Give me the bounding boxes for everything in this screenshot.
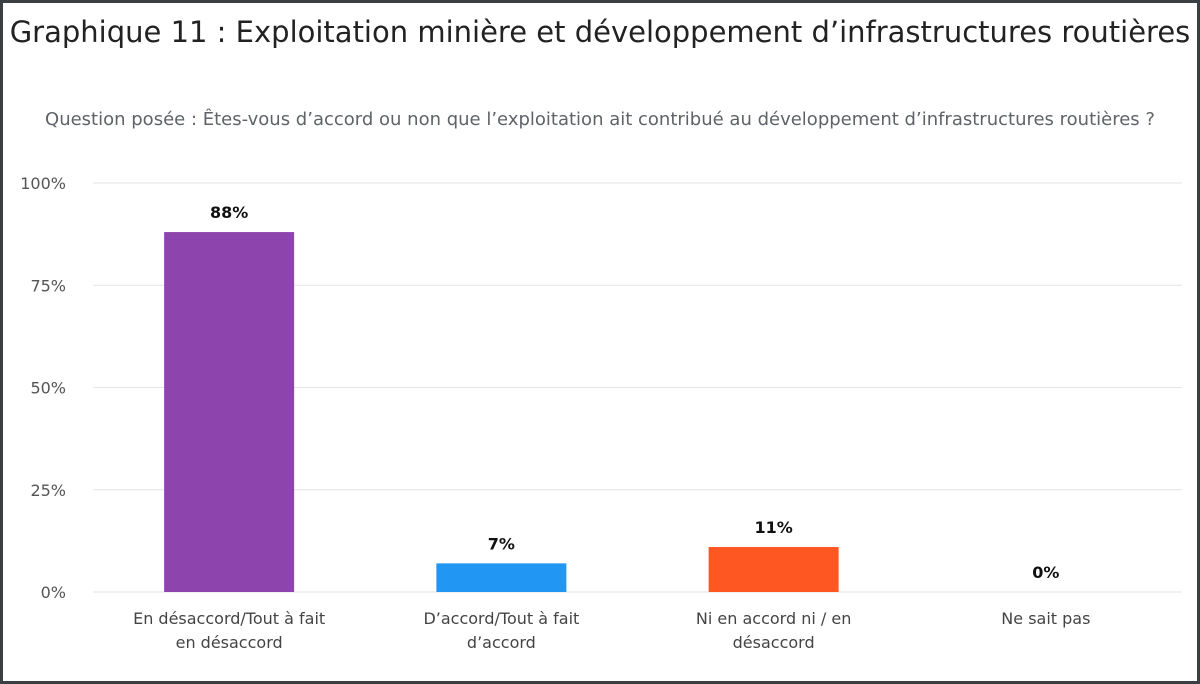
chart-title: Graphique 11 : Exploitation minière et d… bbox=[9, 15, 1191, 49]
y-tick-label-4: 100% bbox=[20, 174, 66, 193]
x-category-label-0-line-1: en désaccord bbox=[176, 633, 283, 652]
x-category-label-0-line-0: En désaccord/Tout à fait bbox=[133, 609, 325, 628]
x-category-label-1-line-1: d’accord bbox=[467, 633, 536, 652]
x-category-label-1-line-0: D’accord/Tout à fait bbox=[423, 609, 579, 628]
y-tick-label-3: 75% bbox=[30, 276, 66, 295]
bar-1 bbox=[436, 563, 567, 592]
y-tick-label-1: 25% bbox=[30, 481, 66, 500]
data-label-0: 88% bbox=[210, 203, 248, 222]
x-category-label-2-line-1: désaccord bbox=[733, 633, 815, 652]
y-tick-label-2: 50% bbox=[30, 379, 66, 398]
data-label-2: 11% bbox=[754, 518, 792, 537]
x-category-label-2-line-0: Ni en accord ni / en bbox=[696, 609, 851, 628]
x-category-label-3: Ne sait pas bbox=[1001, 609, 1090, 628]
y-tick-label-0: 0% bbox=[41, 583, 66, 602]
data-label-1: 7% bbox=[488, 534, 515, 553]
chart-subtitle: Question posée : Êtes-vous d’accord ou n… bbox=[45, 109, 1155, 130]
bar-2 bbox=[708, 547, 839, 592]
bar-0 bbox=[164, 232, 295, 592]
data-label-3: 0% bbox=[1032, 563, 1059, 582]
